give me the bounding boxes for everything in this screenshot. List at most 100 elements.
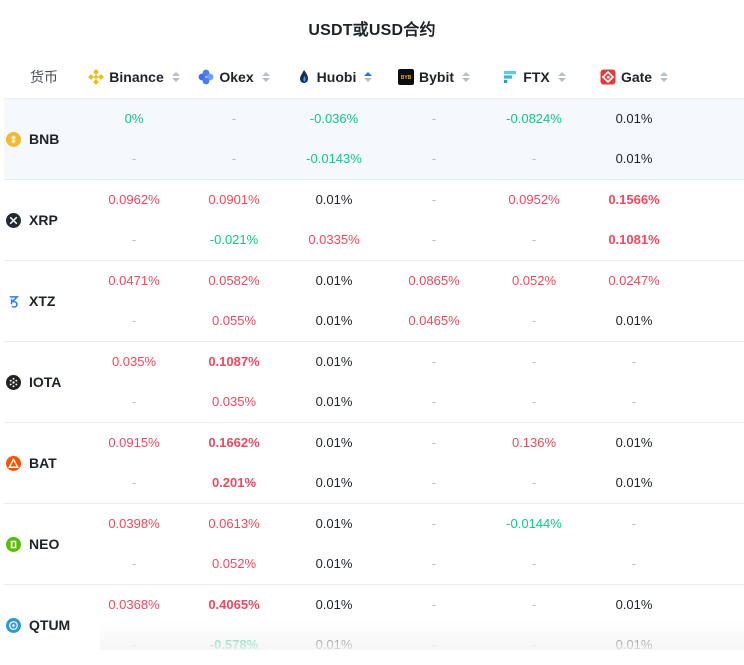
funding-rate-value: 0.01% <box>315 313 353 328</box>
iota-icon <box>6 374 21 390</box>
funding-rate-value: - <box>631 516 637 531</box>
coin-symbol: NEO <box>29 536 60 552</box>
funding-rate-value: 0.01% <box>615 111 653 126</box>
funding-rate-value: 0.01% <box>615 151 653 166</box>
funding-rate-value: 0.01% <box>315 597 353 612</box>
funding-rate-value: 0.0368% <box>108 597 160 612</box>
sort-icon[interactable] <box>171 72 180 82</box>
table-row-xrp[interactable]: XRP 0.0962% - 0.0901% -0.021% 0.01% 0.0335% - - 0… <box>4 179 744 260</box>
table-header: 货币 Binance Okex Huobi BYB Bybit FTX Gate <box>0 58 744 96</box>
sort-icon[interactable] <box>462 72 470 82</box>
sort-icon[interactable] <box>261 72 270 82</box>
column-header-coin: 货币 <box>30 69 58 85</box>
funding-rate-value: - <box>531 354 537 369</box>
funding-rate-value: 0.01% <box>315 435 353 450</box>
funding-rate-value: - <box>431 151 437 166</box>
funding-rate-value: - <box>431 232 437 247</box>
funding-rate-value: - <box>131 151 137 166</box>
funding-rate-value: - <box>231 111 237 126</box>
column-header-label: Huobi <box>316 69 357 85</box>
funding-rate-value: 0.01% <box>315 475 353 490</box>
funding-rate-value: 0.01% <box>615 435 653 450</box>
funding-rate-value: - <box>631 354 637 369</box>
funding-rate-value: 0.01% <box>615 313 653 328</box>
funding-rate-value: - <box>531 151 537 166</box>
funding-rate-value: 0.01% <box>615 597 653 612</box>
funding-rate-value: 0.035% <box>111 354 157 369</box>
binance-icon <box>88 69 105 85</box>
funding-rate-value: 0.01% <box>315 394 353 409</box>
sort-icon[interactable] <box>364 72 373 82</box>
funding-rate-value: - <box>231 151 237 166</box>
funding-rate-value: - <box>631 556 637 571</box>
funding-rate-value: - <box>431 475 437 490</box>
funding-rate-value: - <box>431 597 437 612</box>
funding-rate-value: - <box>531 475 537 490</box>
funding-rate-value: 0.0952% <box>508 192 560 207</box>
coin-cell: XRP <box>4 180 84 260</box>
funding-rate-value: 0.01% <box>615 475 653 490</box>
funding-rate-value: - <box>531 232 537 247</box>
coin-symbol: BAT <box>29 455 57 471</box>
table-row-bnb[interactable]: BNB 0% - - - -0.036% -0.0143% - - -0.0824% - 0.01% 0… <box>4 98 744 179</box>
funding-rate-value: 0.0865% <box>408 273 460 288</box>
column-header-label: Bybit <box>419 69 454 85</box>
funding-rate-value: 0.01% <box>315 354 353 369</box>
column-header-label: Gate <box>620 69 653 85</box>
column-header-huobi[interactable]: Huobi <box>284 58 384 96</box>
funding-rate-value: -0.021% <box>209 232 259 247</box>
column-header-bybit[interactable]: BYB Bybit <box>384 58 484 96</box>
funding-rate-value: 0.0962% <box>108 192 160 207</box>
column-header-okex[interactable]: Okex <box>184 58 284 96</box>
funding-rate-value: - <box>531 313 537 328</box>
column-header-ftx[interactable]: FTX <box>484 58 584 96</box>
funding-rate-value: - <box>431 435 437 450</box>
huobi-icon <box>296 69 312 85</box>
funding-rate-value: 0.0335% <box>308 232 360 247</box>
scroll-fade <box>100 620 744 650</box>
funding-rate-value: - <box>131 475 137 490</box>
sort-icon[interactable] <box>660 72 669 82</box>
funding-rate-value: 0% <box>124 111 144 126</box>
funding-rate-value: 0.1566% <box>608 192 660 207</box>
column-header-binance[interactable]: Binance <box>84 58 184 96</box>
funding-rate-value: - <box>131 313 137 328</box>
funding-rate-value: 0.0582% <box>208 273 260 288</box>
coin-cell: IOTA <box>4 342 84 422</box>
coin-cell: NEO <box>4 504 84 584</box>
coin-symbol: IOTA <box>29 374 62 390</box>
bnb-icon <box>6 131 21 147</box>
funding-rate-value: - <box>131 232 137 247</box>
funding-rate-value: 0.035% <box>211 394 257 409</box>
funding-rate-value: - <box>431 111 437 126</box>
coin-cell: BNB <box>4 99 84 179</box>
funding-rate-value: 0.1081% <box>608 232 660 247</box>
table-row-neo[interactable]: NEO 0.0398% - 0.0613% 0.052% 0.01% 0.01% - - -0.0… <box>4 503 744 584</box>
column-header-gate[interactable]: Gate <box>584 58 684 96</box>
column-header-label: Binance <box>109 69 164 85</box>
funding-rate-value: - <box>531 597 537 612</box>
funding-rate-value: 0.01% <box>315 273 353 288</box>
gate-icon <box>600 69 616 85</box>
xrp-icon <box>6 212 21 228</box>
table-row-bat[interactable]: BAT 0.0915% - 0.1662% 0.201% 0.01% 0.01% - - 0.13… <box>4 422 744 503</box>
funding-rate-value: 0.0613% <box>208 516 260 531</box>
funding-rate-value: 0.052% <box>511 273 557 288</box>
funding-rate-value: - <box>431 394 437 409</box>
coin-symbol: QTUM <box>29 617 71 633</box>
qtum-icon <box>6 617 21 633</box>
funding-rate-value: - <box>431 192 437 207</box>
coin-symbol: XRP <box>29 212 58 228</box>
funding-rate-value: 0.1087% <box>208 354 260 369</box>
coin-symbol: BNB <box>29 131 60 147</box>
funding-rate-value: -0.0144% <box>506 516 562 531</box>
funding-rate-value: - <box>131 556 137 571</box>
sort-icon[interactable] <box>557 72 566 82</box>
funding-rate-value: 0.136% <box>511 435 557 450</box>
table-row-xtz[interactable]: XTZ 0.0471% - 0.0582% 0.055% 0.01% 0.01% 0.0865… <box>4 260 744 341</box>
funding-rate-value: 0.0398% <box>108 516 160 531</box>
funding-rate-value: 0.01% <box>315 516 353 531</box>
funding-rate-value: 0.1662% <box>208 435 260 450</box>
table-row-iota[interactable]: IOTA 0.035% - 0.1087% 0.035% 0.01% 0.01% - - - - - - <box>4 341 744 422</box>
column-header-label: Okex <box>219 69 254 85</box>
